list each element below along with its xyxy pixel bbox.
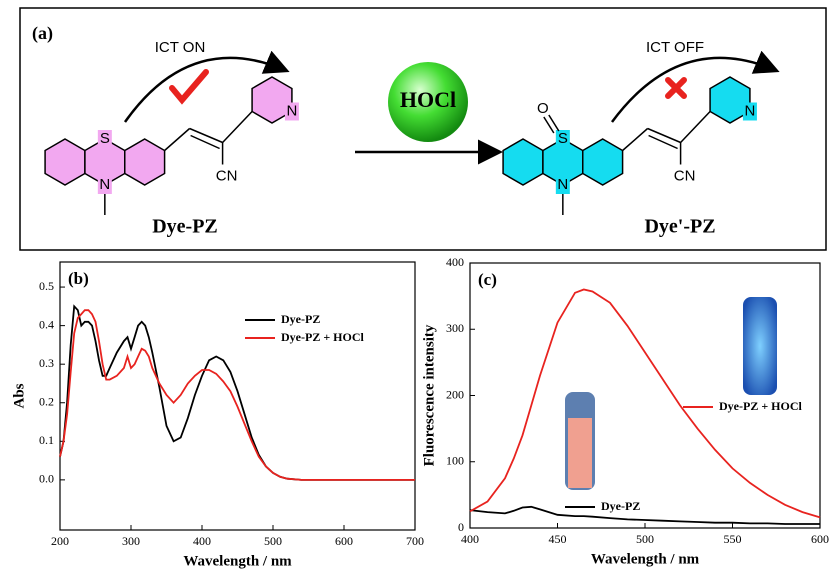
x-tick-label: 400 [193, 534, 211, 548]
y-tick-label: 0.3 [39, 356, 54, 370]
ring [45, 139, 85, 185]
y-tick-label: 200 [446, 387, 464, 401]
bond [623, 129, 648, 151]
panel-label: (b) [68, 269, 89, 288]
compound-name: Dye-PZ [152, 216, 218, 238]
x-tick-label: 550 [724, 532, 742, 546]
atom-label: CN [216, 167, 238, 184]
ring [503, 139, 543, 185]
plot-frame [60, 262, 415, 530]
x-tick-label: 700 [406, 534, 424, 548]
vial-photo [743, 297, 777, 395]
y-tick-label: 0.1 [39, 433, 54, 447]
bond [681, 112, 710, 143]
legend-label: Dye-PZ [601, 499, 640, 513]
y-tick-label: 300 [446, 321, 464, 335]
x-tick-label: 600 [811, 532, 829, 546]
bond [190, 129, 223, 143]
bond [648, 129, 681, 143]
ring [583, 139, 623, 185]
ict-label: ICT OFF [646, 39, 704, 56]
x-tick-label: 400 [461, 532, 479, 546]
x-axis-label: Wavelength / nm [183, 553, 292, 569]
x-tick-label: 200 [51, 534, 69, 548]
x-axis-label: Wavelength / nm [591, 551, 700, 567]
y-axis-label: Fluorescence intensity [421, 324, 437, 466]
panel-label: (a) [32, 23, 53, 44]
atom-label: N [286, 102, 297, 119]
cross-mark [668, 80, 684, 96]
y-tick-label: 100 [446, 454, 464, 468]
y-tick-label: 0.4 [39, 317, 54, 331]
figure: (a) ICT ON ICT OFF HOCl Dye-PZ Dye'-PZ S… [0, 0, 835, 574]
y-tick-label: 400 [446, 255, 464, 269]
vial-liquid [568, 418, 592, 488]
check-mark [172, 72, 206, 100]
bond [165, 129, 190, 151]
atom-label: S [558, 130, 568, 147]
data-line [470, 507, 820, 524]
panel-label: (c) [478, 270, 497, 289]
atom-label: S [100, 130, 110, 147]
x-tick-label: 500 [636, 532, 654, 546]
legend-label: Dye-PZ + HOCl [719, 399, 802, 413]
y-tick-label: 0 [458, 520, 464, 534]
atom-label: N [557, 176, 568, 193]
bond [649, 136, 678, 149]
y-axis-label: Abs [11, 383, 27, 408]
atom-label: CN [674, 167, 696, 184]
legend-label: Dye-PZ [281, 312, 320, 326]
bond [223, 112, 252, 143]
atom-label: N [744, 102, 755, 119]
x-tick-label: 300 [122, 534, 140, 548]
y-tick-label: 0.0 [39, 472, 54, 486]
reagent: HOCl [400, 87, 456, 112]
x-tick-label: 500 [264, 534, 282, 548]
ring [125, 139, 165, 185]
atom-label: O [537, 100, 549, 117]
x-tick-label: 600 [335, 534, 353, 548]
compound-name: Dye'-PZ [644, 216, 715, 238]
y-tick-label: 0.5 [39, 279, 54, 293]
y-tick-label: 0.2 [39, 394, 54, 408]
x-tick-label: 450 [549, 532, 567, 546]
ict-label: ICT ON [155, 39, 206, 56]
bond [191, 136, 220, 149]
legend-label: Dye-PZ + HOCl [281, 330, 364, 344]
atom-label: N [99, 176, 110, 193]
